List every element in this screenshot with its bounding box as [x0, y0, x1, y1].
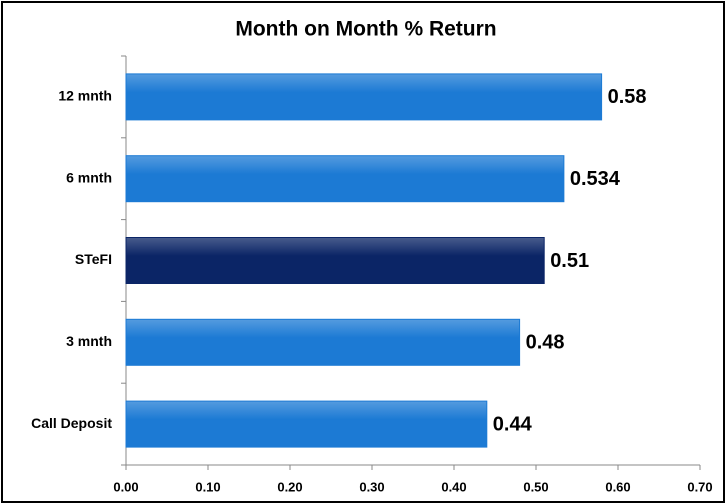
x-tick-label: 0.00: [113, 479, 138, 494]
x-tick-label: 0.30: [359, 479, 384, 494]
y-tick-label: STeFI: [75, 251, 112, 267]
chart-title: Month on Month % Return: [235, 18, 496, 41]
value-label: 0.51: [550, 250, 589, 272]
x-tick-label: 0.50: [523, 479, 548, 494]
y-tick-label: Call Deposit: [31, 415, 112, 431]
bar: [125, 155, 565, 203]
x-tick-label: 0.70: [687, 479, 712, 494]
value-label: 0.534: [570, 168, 621, 190]
x-tick-label: 0.10: [195, 479, 220, 494]
value-label: 0.48: [526, 332, 565, 354]
bar: [125, 318, 521, 366]
value-label: 0.44: [493, 413, 533, 435]
bar: [125, 237, 545, 284]
value-label: 0.58: [608, 86, 647, 108]
x-tick-label: 0.60: [605, 479, 630, 494]
x-tick-label: 0.40: [441, 479, 466, 494]
y-tick-label: 6 mnth: [66, 169, 112, 185]
bar: [125, 73, 603, 121]
y-tick-label: 3 mnth: [66, 333, 112, 349]
x-tick-label: 0.20: [277, 479, 302, 494]
y-tick-label: 12 mnth: [58, 88, 112, 104]
bar: [125, 400, 488, 448]
